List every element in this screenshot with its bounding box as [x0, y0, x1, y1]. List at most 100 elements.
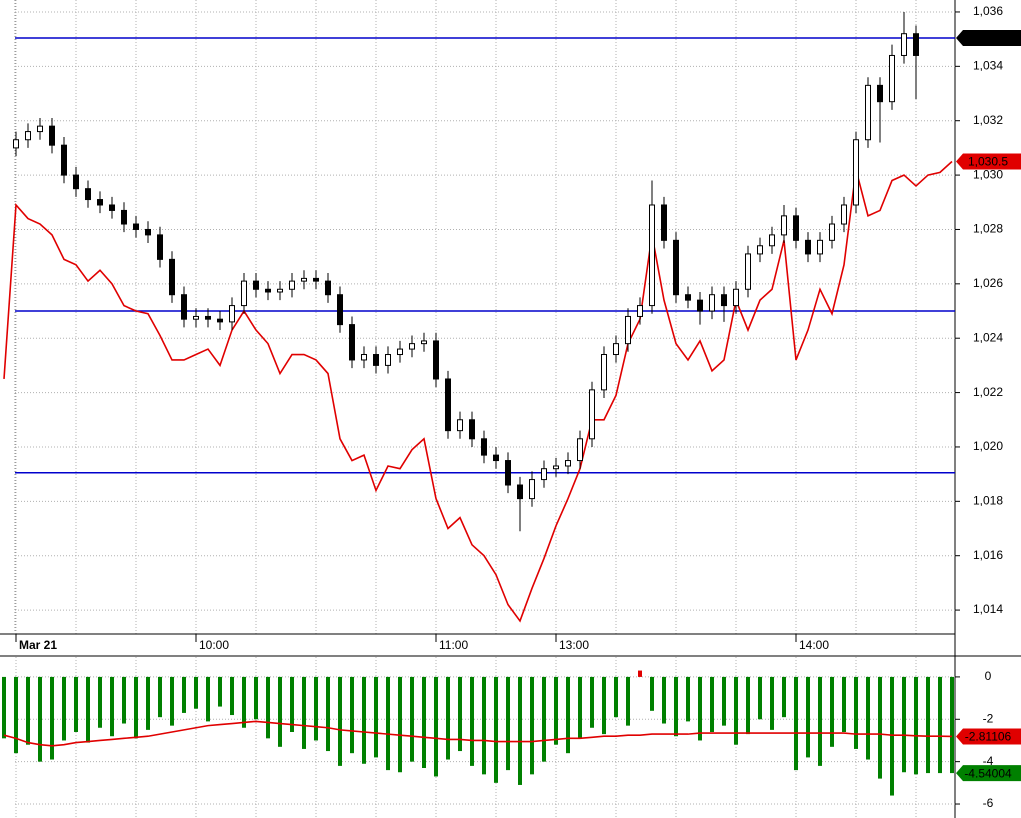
bar: [398, 676, 402, 773]
x-tick-label: 11:00: [439, 638, 468, 652]
candle-body: [13, 139, 19, 149]
candle-body: [205, 315, 211, 320]
last-value-label: -4.54004: [964, 766, 1012, 780]
candle-body: [145, 228, 151, 236]
bar: [242, 676, 246, 728]
candle-body: [685, 294, 691, 301]
bar: [842, 676, 846, 732]
candle-body: [469, 419, 475, 440]
bar: [902, 676, 906, 773]
candle-body: [37, 125, 43, 133]
bar: [890, 676, 894, 796]
bar: [878, 676, 882, 779]
last-value-label: -2.81106: [965, 730, 1012, 744]
bar: [938, 676, 942, 774]
y-tick-label: 1,026: [973, 276, 1003, 290]
candle-body: [109, 204, 115, 211]
bar: [290, 676, 294, 732]
candle-body: [397, 348, 403, 356]
candle-body: [433, 340, 439, 380]
candle-body: [241, 280, 247, 307]
bar: [386, 676, 390, 771]
bar: [866, 676, 870, 760]
bar: [410, 676, 414, 762]
bar: [806, 676, 810, 758]
bar: [122, 676, 126, 724]
bar: [650, 676, 654, 711]
bar: [2, 676, 6, 739]
bar: [194, 676, 198, 709]
bar: [782, 676, 786, 718]
bar: [278, 676, 282, 747]
y-tick-label: 1,020: [973, 439, 1003, 453]
bar: [206, 676, 210, 722]
candle-body: [373, 354, 379, 366]
bar: [422, 676, 426, 769]
last-value-label: 1,030.5: [968, 155, 1008, 169]
candle-body: [301, 277, 307, 282]
candle-body: [505, 460, 511, 486]
bar: [614, 676, 618, 718]
candle-body: [169, 258, 175, 296]
candle-body: [901, 33, 907, 56]
candle-body: [445, 378, 451, 432]
last-value-tag: [956, 765, 1021, 782]
bar: [734, 676, 738, 745]
bar: [530, 676, 534, 775]
bar: [134, 676, 138, 739]
bar: [86, 676, 90, 743]
candle-body: [385, 354, 391, 366]
bar: [170, 676, 174, 726]
bar: [662, 676, 666, 724]
candle-body: [913, 33, 919, 56]
bar: [266, 676, 270, 739]
candle-body: [457, 419, 463, 432]
candle-body: [409, 343, 415, 350]
candle-body: [589, 389, 595, 440]
candle-body: [601, 354, 607, 391]
candle-body: [217, 318, 223, 323]
bar: [338, 676, 342, 766]
y-tick-label: 1,030: [973, 167, 1003, 181]
candle-body: [25, 131, 31, 141]
candle-body: [577, 438, 583, 462]
candle-body: [133, 223, 139, 230]
bar: [686, 676, 690, 722]
bar: [542, 676, 546, 762]
bar: [566, 676, 570, 754]
candle-body: [625, 315, 631, 345]
x-tick-label: 13:00: [559, 638, 589, 652]
candle-body: [793, 215, 799, 241]
candle-body: [85, 188, 91, 201]
candle-body: [805, 239, 811, 255]
candle-body: [709, 294, 715, 312]
candle-body: [97, 199, 103, 206]
bar: [434, 676, 438, 777]
candle-body: [289, 280, 295, 290]
bar: [254, 676, 258, 720]
y-tick-label: -4: [983, 754, 994, 768]
candle-body: [889, 54, 895, 103]
candle-body: [733, 288, 739, 307]
bar: [674, 676, 678, 737]
bar: [794, 676, 798, 771]
bar: [770, 676, 774, 730]
y-tick-label: 1,028: [973, 222, 1003, 236]
bar: [458, 676, 462, 752]
candle-body: [637, 305, 643, 317]
y-tick-label: 1,022: [973, 385, 1003, 399]
bar: [146, 676, 150, 730]
candle-body: [865, 84, 871, 141]
bar: [350, 676, 354, 754]
bar: [602, 676, 606, 735]
bar: [746, 676, 750, 735]
candle-body: [313, 277, 319, 282]
bar: [446, 676, 450, 760]
candle-body: [649, 204, 655, 307]
candle-body: [673, 239, 679, 296]
candle-body: [493, 454, 499, 462]
y-tick-label: -6: [983, 796, 994, 810]
bar: [818, 676, 822, 766]
candle-body: [745, 253, 751, 290]
